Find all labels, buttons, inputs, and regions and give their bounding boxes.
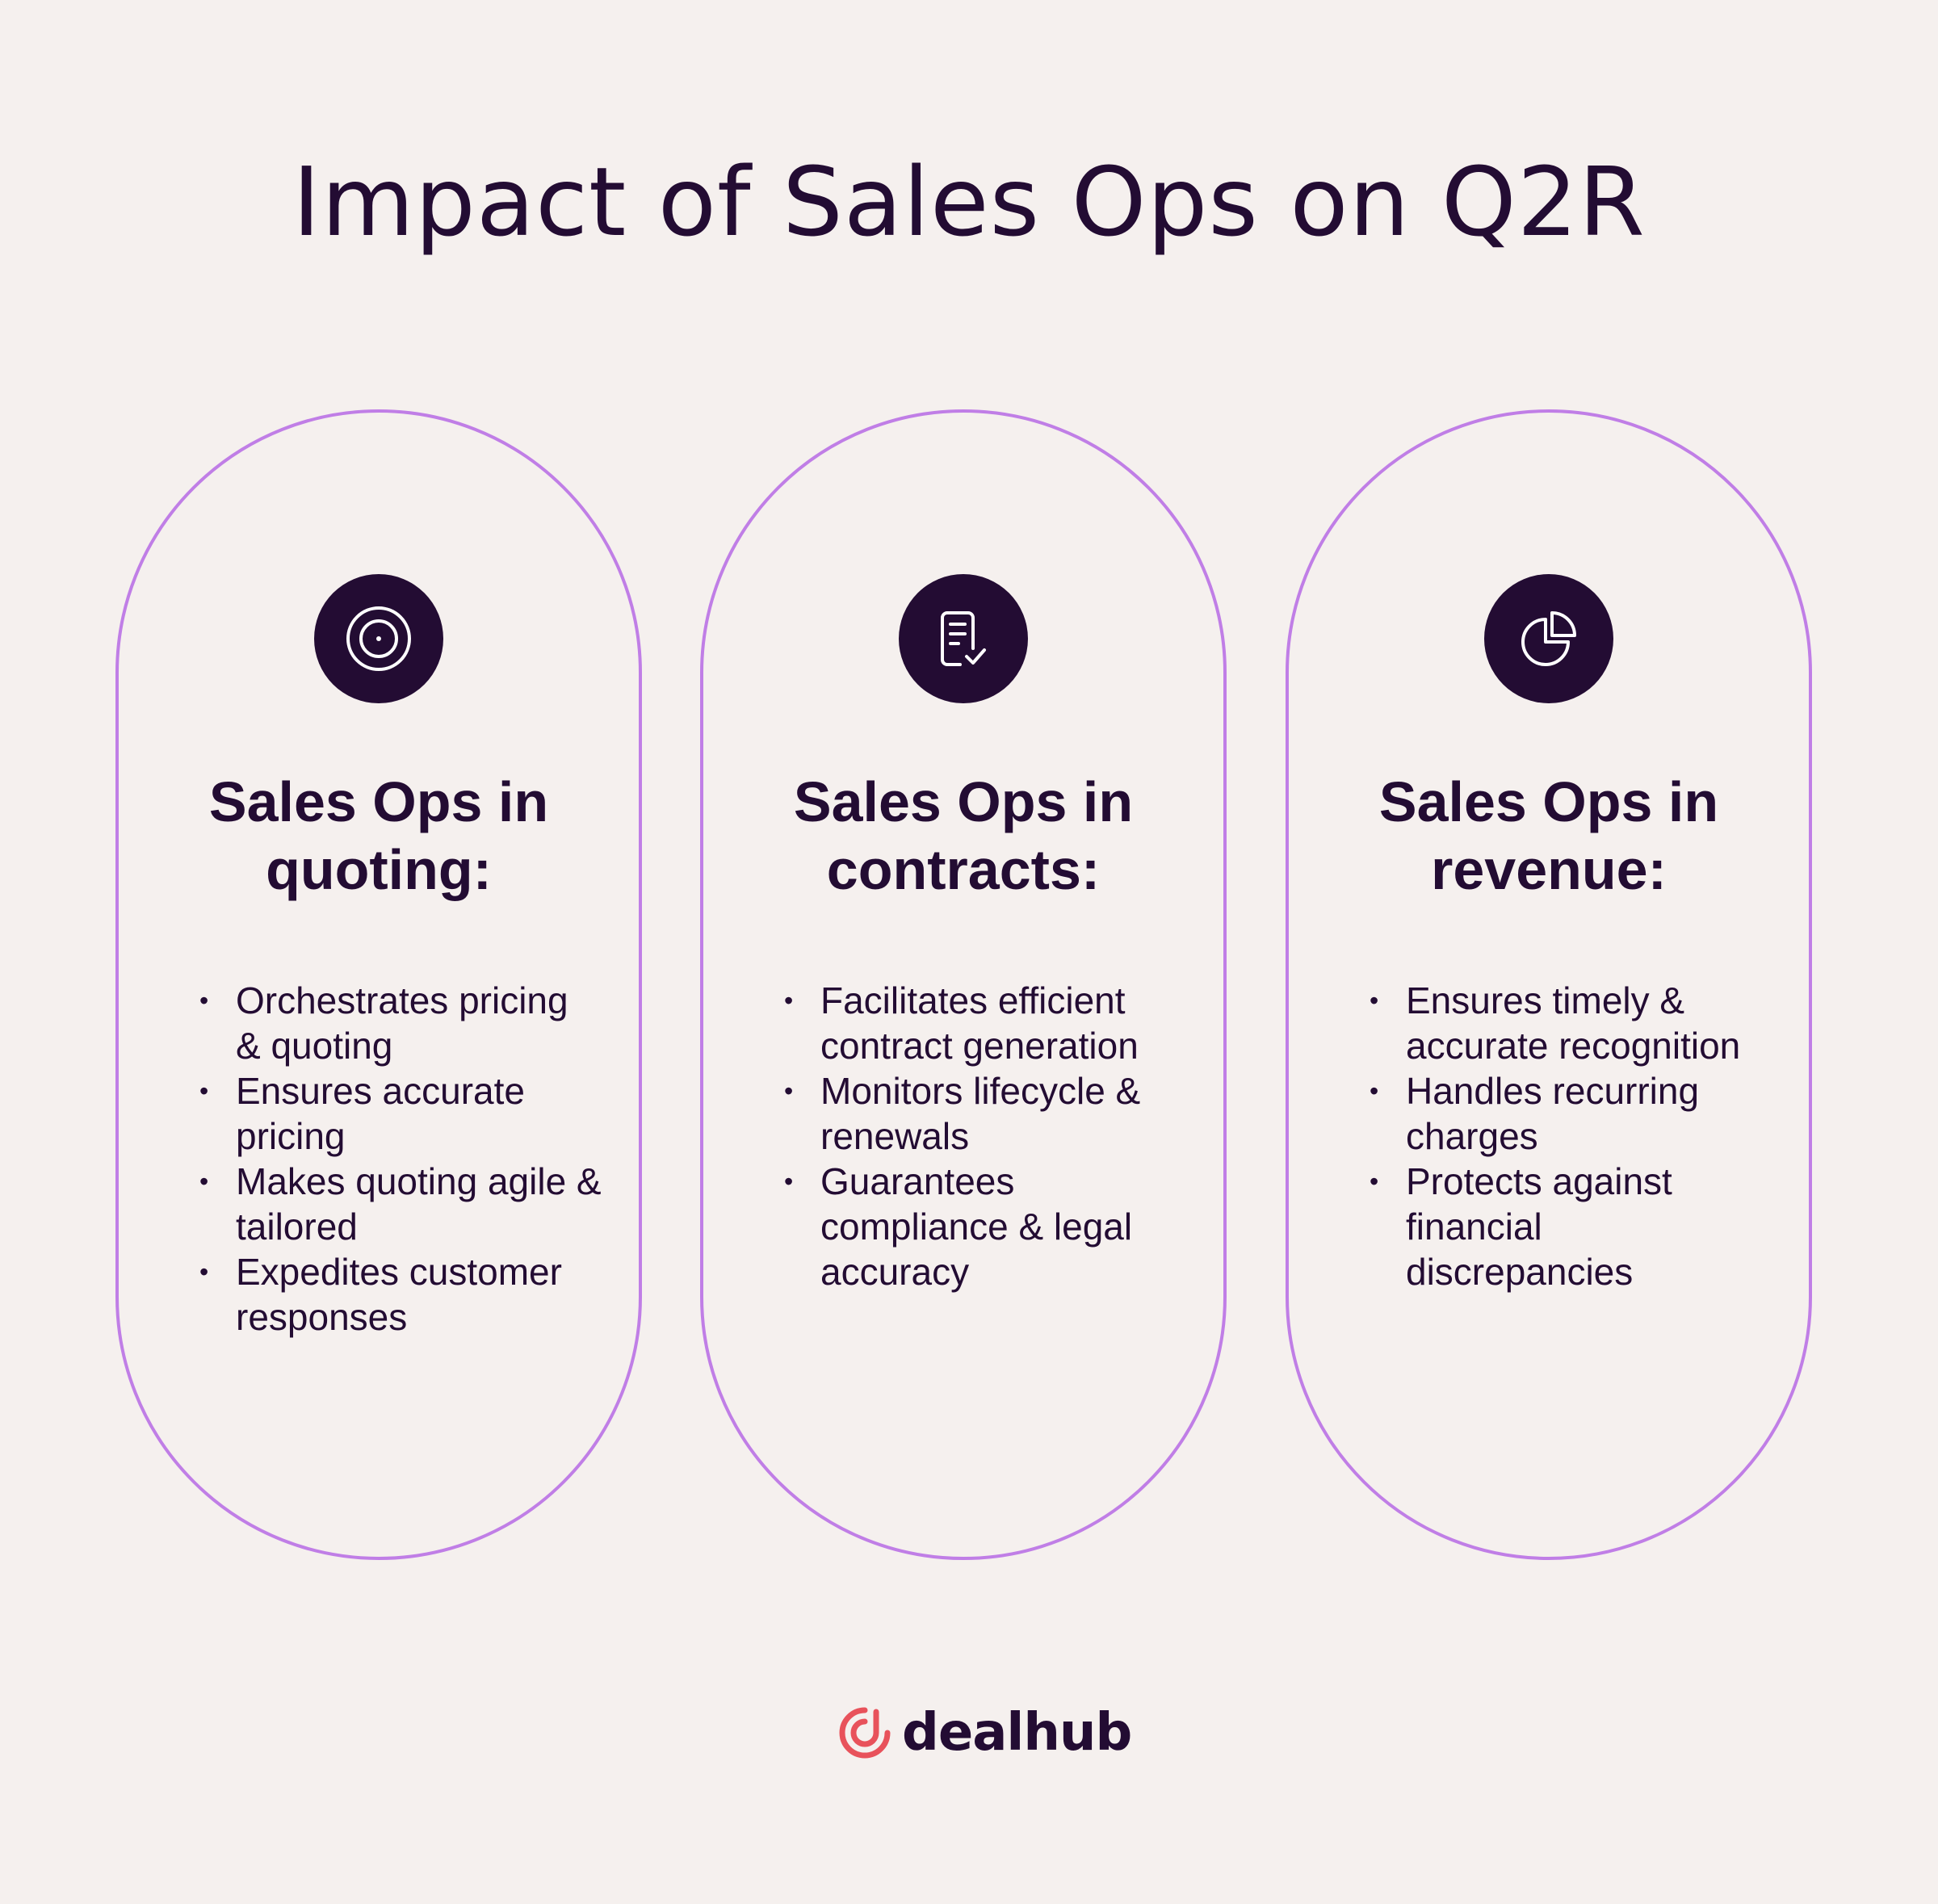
list-item: Guarantees compliance & legal accuracy [784, 1159, 1188, 1294]
pie-chart-icon [1484, 574, 1613, 703]
dealhub-logo: dealhub [836, 1701, 1132, 1765]
quoting-card: Sales Ops in quoting: Orchestrates prici… [115, 409, 642, 1560]
revenue-heading: Sales Ops in revenue: [1289, 768, 1809, 904]
list-item: Ensures timely & accurate recognition [1370, 978, 1773, 1068]
contracts-heading: Sales Ops in contracts: [703, 768, 1223, 904]
logo-text: dealhub [902, 1703, 1132, 1763]
contracts-heading-line1: Sales Ops in [793, 770, 1134, 833]
list-item: Ensures accurate pricing [199, 1068, 603, 1159]
list-item: Facilitates efficient contract generatio… [784, 978, 1188, 1068]
list-item: Protects against financial discrepancies [1370, 1159, 1773, 1294]
page-title: Impact of Sales Ops on Q2R [292, 146, 1646, 258]
revenue-card: Sales Ops in revenue: Ensures timely & a… [1286, 409, 1812, 1560]
list-item: Orchestrates pricing & quoting [199, 978, 603, 1068]
contracts-heading-line2: contracts: [826, 838, 1101, 901]
list-item: Expedites customer responses [199, 1249, 603, 1340]
revenue-bullet-list: Ensures timely & accurate recognition Ha… [1370, 978, 1773, 1294]
quoting-heading-line1: Sales Ops in [208, 770, 549, 833]
contract-check-icon [899, 574, 1028, 703]
revenue-heading-line2: revenue: [1431, 838, 1667, 901]
quoting-heading-line2: quoting: [266, 838, 492, 901]
dealhub-logo-icon [839, 1707, 891, 1759]
quoting-bullet-list: Orchestrates pricing & quoting Ensures a… [199, 978, 603, 1340]
revenue-heading-line1: Sales Ops in [1378, 770, 1719, 833]
contracts-bullet-list: Facilitates efficient contract generatio… [784, 978, 1188, 1294]
list-item: Makes quoting agile & tailored [199, 1159, 603, 1249]
list-item: Monitors lifecycle & renewals [784, 1068, 1188, 1159]
quoting-heading: Sales Ops in quoting: [119, 768, 639, 904]
target-icon [314, 574, 443, 703]
list-item: Handles recurring charges [1370, 1068, 1773, 1159]
contracts-card: Sales Ops in contracts: Facilitates effi… [700, 409, 1227, 1560]
